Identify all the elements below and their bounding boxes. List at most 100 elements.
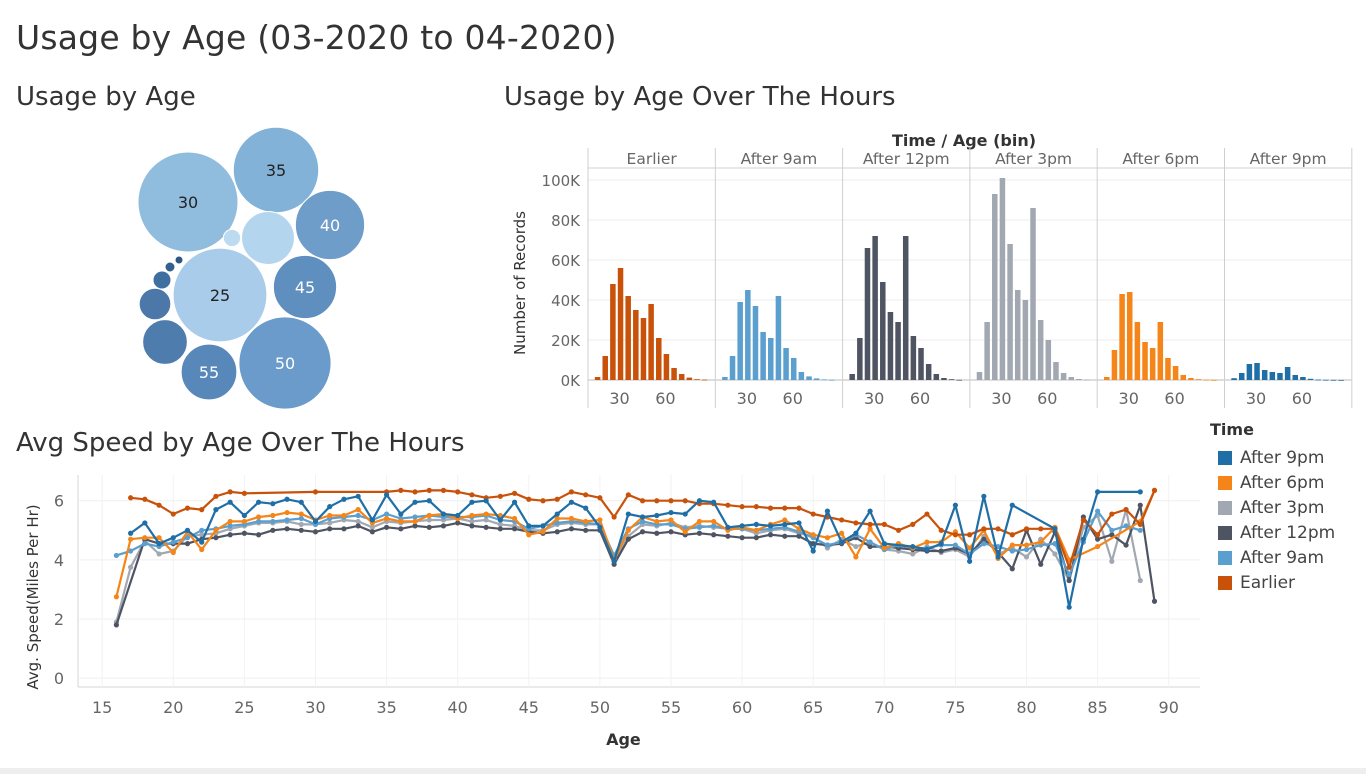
series-point xyxy=(412,518,418,525)
x-tick-label: 20 xyxy=(163,698,183,717)
bar-chart: Time / Age (bin) Number of Records 0K 20K 40… xyxy=(511,131,1353,408)
legend-label: After 9pm xyxy=(1240,447,1325,468)
series-point xyxy=(739,504,745,510)
series-point xyxy=(440,511,447,517)
bar xyxy=(722,377,728,380)
series-point xyxy=(1137,577,1143,584)
series-point xyxy=(938,541,944,547)
bar xyxy=(701,379,708,381)
bubble xyxy=(164,261,176,273)
legend-item[interactable]: After 9pm xyxy=(1210,445,1360,470)
series-point xyxy=(881,541,887,547)
series-point xyxy=(1009,548,1015,554)
series-point xyxy=(824,542,831,548)
bar xyxy=(1134,322,1141,380)
y-tick-label: 60K xyxy=(551,252,581,270)
series-point xyxy=(1095,532,1101,538)
series-point xyxy=(881,521,887,527)
series-point xyxy=(511,515,518,522)
series-point xyxy=(568,499,575,505)
series-point xyxy=(1095,489,1101,495)
y-tick-label: 0K xyxy=(561,372,582,390)
series-point xyxy=(455,512,461,519)
x-tick-label: 60 xyxy=(1164,389,1184,408)
series-point xyxy=(455,489,461,495)
series-point xyxy=(1151,487,1158,493)
series-point xyxy=(526,532,532,538)
series-point xyxy=(497,526,503,532)
bar xyxy=(656,338,662,380)
x-tick-label: 30 xyxy=(991,389,1011,408)
legend-swatch xyxy=(1218,500,1232,515)
series-point xyxy=(696,530,703,536)
x-tick-label: 80 xyxy=(1016,698,1036,717)
series-point xyxy=(1123,542,1129,548)
bar-chart-title: Usage by Age Over The Hours xyxy=(504,82,896,112)
bubble-circle xyxy=(142,319,188,365)
x-tick-label: 35 xyxy=(376,698,396,717)
series-point xyxy=(967,532,973,538)
series-point xyxy=(227,523,233,529)
series-point xyxy=(1137,527,1143,533)
series-point xyxy=(540,523,546,529)
facet-label: After 9pm xyxy=(1250,150,1327,168)
legend-item[interactable]: After 6pm xyxy=(1210,470,1360,495)
series-point xyxy=(895,527,902,533)
bubble-circle xyxy=(272,254,338,320)
series-point xyxy=(696,518,703,525)
bar xyxy=(984,322,990,380)
bubble-label: 45 xyxy=(295,278,315,297)
series-point xyxy=(113,594,119,600)
bar xyxy=(729,356,736,380)
series-point xyxy=(824,508,831,514)
bar xyxy=(1030,208,1036,380)
series-point xyxy=(981,541,987,547)
bar xyxy=(594,377,601,380)
series-point xyxy=(227,499,233,505)
series-point xyxy=(839,539,845,545)
series-point xyxy=(369,517,375,523)
series-point xyxy=(924,511,930,517)
series-point xyxy=(1137,521,1143,527)
series-point xyxy=(796,505,802,511)
series-point xyxy=(668,521,674,527)
y-tick-label: 6 xyxy=(54,492,64,511)
bubble-circle xyxy=(180,343,238,401)
bubble-label: 55 xyxy=(199,363,219,382)
series-point xyxy=(910,543,916,550)
legend-item[interactable]: After 12pm xyxy=(1210,520,1360,545)
series-point xyxy=(810,532,816,538)
bar xyxy=(999,178,1006,380)
series-point xyxy=(426,487,432,493)
legend-item[interactable]: After 3pm xyxy=(1210,495,1360,520)
series-point xyxy=(739,535,745,541)
series-point xyxy=(981,493,987,499)
bar xyxy=(1007,244,1013,380)
series-point xyxy=(355,512,361,519)
bar xyxy=(1300,377,1306,380)
series-point xyxy=(654,530,660,536)
bar xyxy=(640,318,647,380)
bar xyxy=(941,378,947,380)
legend-item[interactable]: After 9am xyxy=(1210,545,1360,570)
series-point xyxy=(184,505,191,511)
series-point xyxy=(753,535,759,541)
series-point xyxy=(767,532,774,538)
bar xyxy=(1231,378,1237,380)
series-point xyxy=(910,521,916,527)
series-point xyxy=(398,487,404,493)
series-point xyxy=(128,530,134,536)
series-point xyxy=(1038,539,1044,545)
series-point xyxy=(128,536,134,542)
series-point xyxy=(199,507,205,513)
series-point xyxy=(995,554,1001,560)
bar xyxy=(1338,379,1344,381)
series-point xyxy=(156,535,162,541)
x-tick-label: 60 xyxy=(732,698,752,717)
series-point xyxy=(639,498,646,504)
facet-label: After 12pm xyxy=(863,150,950,168)
bar xyxy=(956,379,963,381)
legend-item[interactable]: Earlier xyxy=(1210,570,1360,595)
bar xyxy=(806,376,812,380)
bubble-circle xyxy=(294,189,366,261)
